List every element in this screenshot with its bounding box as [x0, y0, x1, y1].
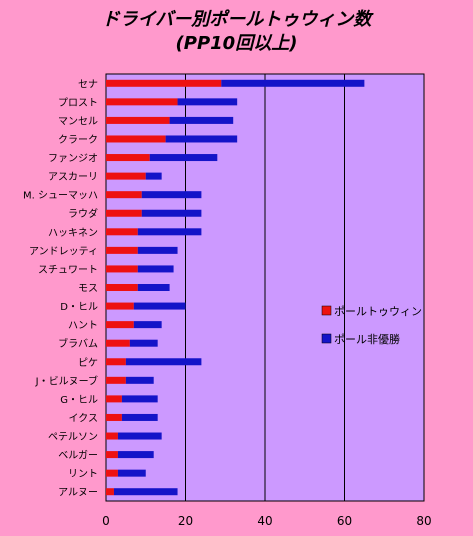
legend-swatch — [321, 333, 332, 344]
bar-pole-to-win — [106, 339, 130, 347]
chart-title-line1: ドライバー別ポールトゥウィン数 — [101, 9, 372, 30]
bar-pole-no-win — [129, 339, 158, 347]
bar-pole-to-win — [106, 135, 166, 143]
bar-pole-no-win — [137, 228, 202, 236]
category-label: M. シューマッハ — [23, 191, 98, 202]
bar-pole-no-win — [221, 79, 365, 87]
bar-pole-to-win — [106, 395, 122, 403]
bar-pole-no-win — [125, 376, 154, 384]
bar-pole-to-win — [106, 265, 138, 273]
grid-lines — [185, 74, 345, 501]
x-tick-label: 0 — [102, 514, 110, 528]
bar-pole-no-win — [117, 432, 162, 440]
category-label: ペテルソン — [48, 432, 98, 443]
bar-pole-no-win — [117, 451, 154, 459]
bar-pole-no-win — [169, 116, 234, 124]
bar-pole-to-win — [106, 413, 122, 421]
chart-title: ドライバー別ポールトゥウィン数 (PP10回以上) — [0, 8, 473, 56]
category-label: ハッキネン — [48, 227, 98, 239]
x-tick-labels: 0 20 40 60 80 — [102, 514, 431, 528]
bar-pole-no-win — [117, 469, 146, 477]
bar-pole-no-win — [125, 358, 202, 366]
legend-swatch — [321, 305, 332, 316]
bar-pole-no-win — [133, 302, 186, 310]
bar-pole-no-win — [121, 413, 158, 421]
category-label: イクス — [69, 412, 99, 424]
bar-pole-to-win — [106, 376, 126, 384]
bar-pole-no-win — [141, 191, 202, 199]
bar-pole-to-win — [106, 432, 118, 440]
bar-pole-no-win — [137, 284, 170, 291]
bar-pole-to-win — [106, 98, 178, 106]
category-label: プロスト — [58, 97, 98, 109]
bar-pole-to-win — [106, 358, 126, 366]
bar-pole-to-win — [106, 451, 118, 459]
bar-pole-to-win — [106, 469, 118, 477]
category-label: セナ — [78, 78, 98, 90]
category-label: アルヌー — [58, 488, 98, 499]
bar-pole-no-win — [177, 98, 238, 106]
category-label: ハント — [68, 321, 98, 332]
bar-pole-no-win — [141, 209, 202, 217]
category-label: アスカーリ — [48, 171, 98, 183]
bar-pole-to-win — [106, 321, 134, 329]
chart-title-line2: (PP10回以上) — [175, 33, 298, 54]
bar-pole-to-win — [106, 209, 142, 217]
bar-pole-no-win — [137, 246, 178, 254]
category-label: アンドレッティ — [29, 246, 98, 257]
bar-pole-to-win — [106, 228, 138, 236]
x-tick-label: 60 — [337, 514, 352, 528]
bar-pole-no-win — [149, 154, 218, 162]
bar-pole-no-win — [113, 488, 178, 496]
bar-pole-to-win — [106, 191, 142, 199]
category-label: リント — [68, 469, 98, 480]
bar-pole-no-win — [133, 321, 162, 329]
category-label: ラウダ — [68, 207, 98, 220]
x-tick-label: 80 — [416, 514, 431, 528]
category-label: マンセル — [58, 115, 98, 127]
bar-pole-no-win — [165, 135, 238, 143]
bar-pole-to-win — [106, 116, 170, 124]
x-tick-label: 20 — [178, 514, 193, 528]
bar-pole-to-win — [106, 154, 150, 162]
category-label: ピケ — [78, 357, 98, 369]
x-tick-label: 40 — [257, 514, 272, 528]
bar-pole-to-win — [106, 79, 222, 87]
category-label: ファンジオ — [48, 153, 98, 165]
legend-label: ポール非優勝 — [334, 332, 400, 346]
category-label: G・ヒル — [60, 394, 98, 406]
bar-pole-no-win — [121, 395, 158, 403]
category-label: モス — [78, 284, 98, 295]
category-label: スチュワート — [38, 264, 98, 276]
bar-pole-to-win — [106, 302, 134, 310]
category-label: ブラバム — [58, 337, 98, 350]
category-label: ベルガー — [58, 450, 98, 462]
bar-pole-no-win — [145, 172, 162, 180]
legend-label: ポールトゥウィン — [334, 305, 422, 318]
bar-pole-to-win — [106, 284, 138, 291]
bars — [106, 79, 365, 496]
category-label: クラーク — [58, 134, 98, 146]
bar-pole-no-win — [137, 265, 174, 273]
category-label: D・ヒル — [60, 301, 98, 313]
bar-pole-to-win — [106, 488, 114, 496]
bar-pole-to-win — [106, 246, 138, 254]
category-label: J・ビルヌーブ — [35, 374, 98, 387]
bar-pole-to-win — [106, 172, 146, 180]
